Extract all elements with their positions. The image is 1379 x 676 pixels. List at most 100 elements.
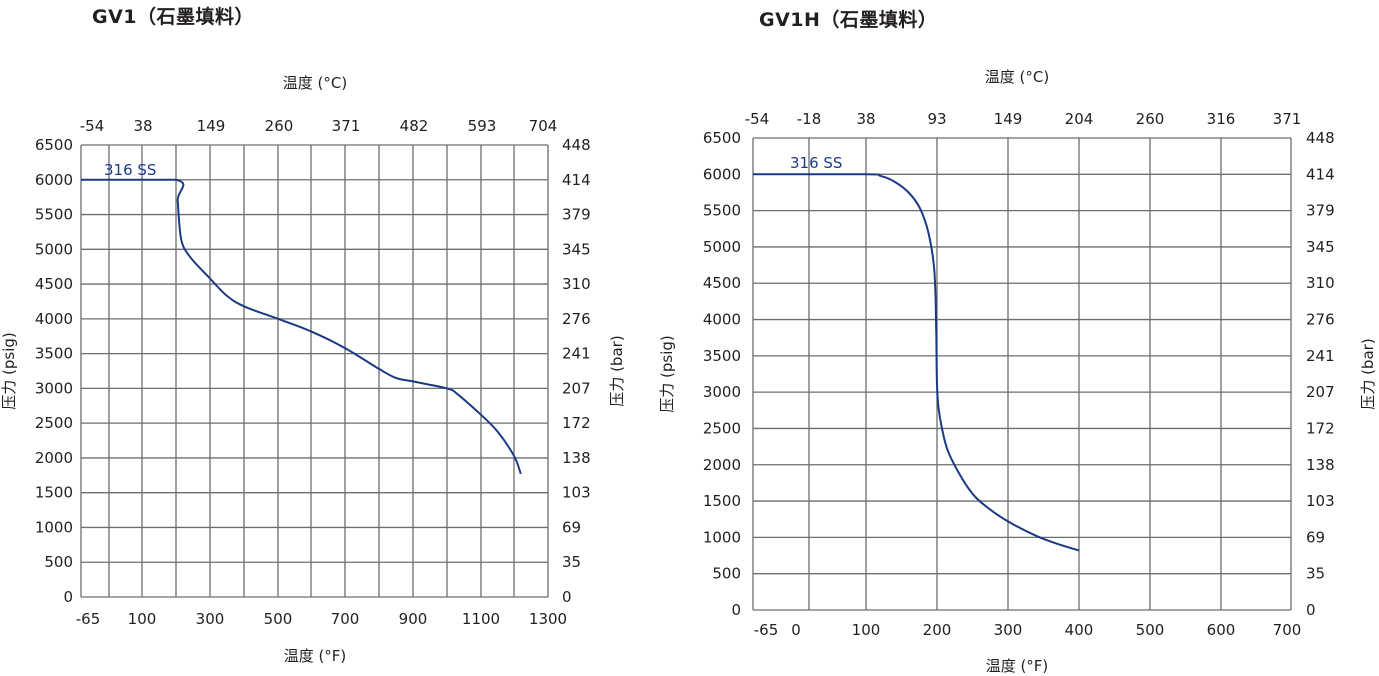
y2-tick-label: 448: [1306, 129, 1335, 147]
y2-tick-label: 207: [1306, 383, 1335, 401]
y-tick-label: 0: [63, 588, 73, 606]
y2-tick-label: 276: [562, 310, 591, 328]
x2-tick-label: 704: [529, 117, 558, 135]
y-tick-label: 6000: [703, 165, 741, 183]
x-tick-label: 400: [1065, 621, 1094, 639]
y-tick-label: 500: [712, 565, 741, 583]
y2-tick-label: 0: [1306, 601, 1316, 619]
y2-tick-label: 69: [1306, 528, 1325, 546]
series-label-316ss: 316 SS: [104, 161, 156, 179]
x2-tick-label: -18: [797, 110, 822, 128]
y-tick-label: 2500: [703, 419, 741, 437]
y2-tick-label: 35: [1306, 565, 1325, 583]
x2-tick-label: 38: [133, 117, 152, 135]
x2-tick-label: 149: [994, 110, 1023, 128]
x2-tick-label: 260: [265, 117, 294, 135]
y2-tick-label: 241: [562, 345, 591, 363]
x2-axis-label: 温度 (°C): [283, 74, 347, 92]
y-tick-label: 5000: [35, 240, 73, 258]
x-tick-label: 100: [852, 621, 881, 639]
x-tick-label: 700: [331, 610, 360, 628]
y2-axis-label: 压力 (bar): [608, 335, 626, 406]
y-tick-label: 3000: [703, 383, 741, 401]
y-tick-label: 4000: [703, 311, 741, 329]
y-tick-label: 1000: [703, 528, 741, 546]
y2-tick-label: 207: [562, 379, 591, 397]
x-tick-label: 200: [923, 621, 952, 639]
x2-tick-label: 260: [1136, 110, 1165, 128]
y2-tick-label: 103: [1306, 492, 1335, 510]
y-tick-label: 6500: [703, 129, 741, 147]
y-tick-label: 2000: [703, 456, 741, 474]
y-tick-label: 1500: [35, 484, 73, 502]
y-tick-label: 5000: [703, 238, 741, 256]
series-line-316ss: [81, 178, 522, 475]
y-axis-label: 压力 (psig): [658, 335, 676, 413]
y-tick-label: 5500: [703, 202, 741, 220]
x2-tick-label: 593: [468, 117, 497, 135]
y-tick-label: 6000: [35, 171, 73, 189]
x-tick-label: -65: [76, 610, 101, 628]
x2-tick-label: 204: [1065, 110, 1094, 128]
x-tick-label: -65: [754, 621, 779, 639]
y-axis-label: 压力 (psig): [0, 332, 18, 410]
x2-tick-label: 371: [1273, 110, 1302, 128]
x-tick-label: 300: [994, 621, 1023, 639]
x-tick-label: 0: [791, 621, 801, 639]
y-tick-label: 3500: [35, 345, 73, 363]
x-tick-label: 1300: [529, 610, 567, 628]
x-tick-label: 500: [264, 610, 293, 628]
y2-tick-label: 310: [1306, 274, 1335, 292]
y2-tick-label: 0: [562, 588, 572, 606]
x-tick-label: 900: [399, 610, 428, 628]
y2-tick-label: 310: [562, 275, 591, 293]
x2-axis-label: 温度 (°C): [985, 68, 1049, 86]
x2-tick-label: 93: [927, 110, 946, 128]
y2-tick-label: 138: [1306, 456, 1335, 474]
x-axis-label: 温度 (°F): [986, 657, 1049, 675]
y-tick-label: 4500: [35, 275, 73, 293]
x-tick-label: 100: [128, 610, 157, 628]
x-tick-label: 700: [1273, 621, 1302, 639]
x2-tick-label: 149: [197, 117, 226, 135]
y2-tick-label: 379: [562, 206, 591, 224]
y-tick-label: 6500: [35, 136, 73, 154]
x2-tick-label: 316: [1207, 110, 1236, 128]
x2-tick-label: 371: [332, 117, 361, 135]
x-tick-label: 600: [1207, 621, 1236, 639]
x-tick-label: 300: [196, 610, 225, 628]
x-axis-label: 温度 (°F): [284, 647, 347, 665]
y-tick-label: 4000: [35, 310, 73, 328]
y-tick-label: 1500: [703, 492, 741, 510]
chart-title-gv1h: GV1H（石墨填料）: [759, 9, 938, 31]
series-label-316ss: 316 SS: [790, 154, 842, 172]
y2-tick-label: 345: [1306, 238, 1335, 256]
series-line-316ss: [753, 173, 1080, 552]
y-tick-label: 5500: [35, 206, 73, 224]
chart-title-gv1: GV1（石墨填料）: [92, 6, 255, 28]
y-tick-label: 3500: [703, 347, 741, 365]
x2-tick-label: 482: [400, 117, 429, 135]
y2-tick-label: 241: [1306, 347, 1335, 365]
y2-tick-label: 138: [562, 449, 591, 467]
y2-tick-label: 414: [1306, 165, 1335, 183]
y-tick-label: 1000: [35, 518, 73, 536]
y2-tick-label: 172: [1306, 419, 1335, 437]
y2-tick-label: 276: [1306, 311, 1335, 329]
x2-tick-label: 38: [856, 110, 875, 128]
y2-tick-label: 103: [562, 484, 591, 502]
y-tick-label: 500: [44, 553, 73, 571]
y2-tick-label: 448: [562, 136, 591, 154]
y2-tick-label: 69: [562, 518, 581, 536]
y-tick-label: 2500: [35, 414, 73, 432]
x2-tick-label: -54: [80, 117, 105, 135]
x-tick-label: 1100: [462, 610, 500, 628]
y-tick-label: 2000: [35, 449, 73, 467]
y2-axis-label: 压力 (bar): [1359, 338, 1377, 409]
y-tick-label: 0: [731, 601, 741, 619]
y2-tick-label: 35: [562, 553, 581, 571]
y2-tick-label: 414: [562, 171, 591, 189]
y-tick-label: 3000: [35, 379, 73, 397]
y-tick-label: 4500: [703, 274, 741, 292]
